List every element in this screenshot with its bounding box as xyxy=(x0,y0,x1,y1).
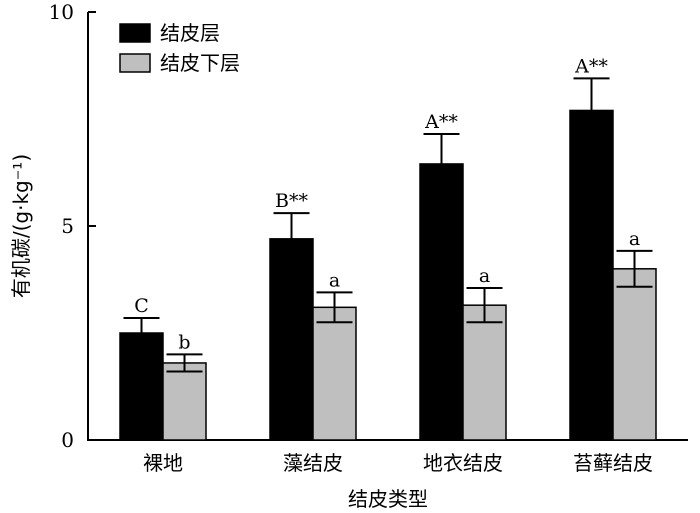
significance-label: B** xyxy=(275,190,308,212)
y-axis-title: 有机碳/(g·kg⁻¹) xyxy=(9,154,33,298)
significance-label: A** xyxy=(574,55,608,77)
bar-group: B** a 藻结皮 xyxy=(269,190,357,475)
bar xyxy=(419,163,464,441)
bar xyxy=(612,268,657,441)
significance-label: a xyxy=(629,228,640,250)
significance-label: a xyxy=(329,269,340,291)
bar xyxy=(312,306,357,441)
y-tick-label: 5 xyxy=(61,214,74,238)
legend-swatch xyxy=(119,23,151,43)
y-tick-label: 10 xyxy=(49,0,74,24)
legend-swatch xyxy=(119,53,151,73)
bar xyxy=(269,238,314,441)
significance-label: C xyxy=(134,295,149,317)
x-tick-label: 苔藓结皮 xyxy=(573,451,653,475)
bar-group: Cb 裸地 xyxy=(119,295,207,475)
legend-label: 结皮层 xyxy=(160,21,220,45)
x-tick-label: 地衣结皮 xyxy=(423,451,503,475)
bar xyxy=(162,362,207,441)
bar xyxy=(119,332,164,441)
significance-label: a xyxy=(479,265,490,287)
bars: Cb 裸地 B** a 藻结皮 A** a 地衣结皮 A** a 苔藓结皮 xyxy=(119,55,657,475)
bar xyxy=(462,304,507,441)
bar-group: A** a 苔藓结皮 xyxy=(569,55,657,475)
legend-label: 结皮下层 xyxy=(160,51,240,75)
significance-label: A** xyxy=(424,111,458,133)
bar-group: A** a 地衣结皮 xyxy=(419,111,507,475)
y-tick-label: 0 xyxy=(61,428,74,452)
x-tick-label: 裸地 xyxy=(143,451,183,475)
x-axis-title: 结皮类型 xyxy=(348,487,428,511)
x-tick-label: 藻结皮 xyxy=(283,451,343,475)
significance-label: b xyxy=(178,331,190,353)
bar xyxy=(569,109,614,441)
